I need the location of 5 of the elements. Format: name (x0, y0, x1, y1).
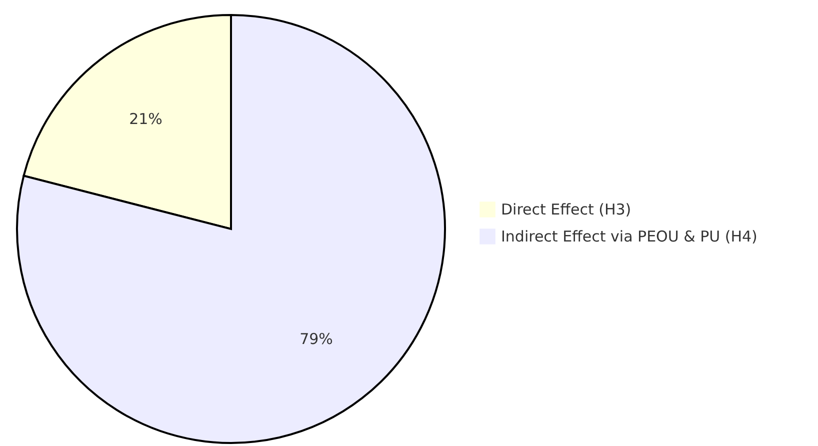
legend-label: Direct Effect (H3) (501, 200, 632, 218)
legend-label: Indirect Effect via PEOU & PU (H4) (501, 228, 758, 246)
data-label: 21% (129, 110, 162, 128)
pie-slice (16, 14, 446, 444)
data-label: 79% (300, 330, 333, 348)
